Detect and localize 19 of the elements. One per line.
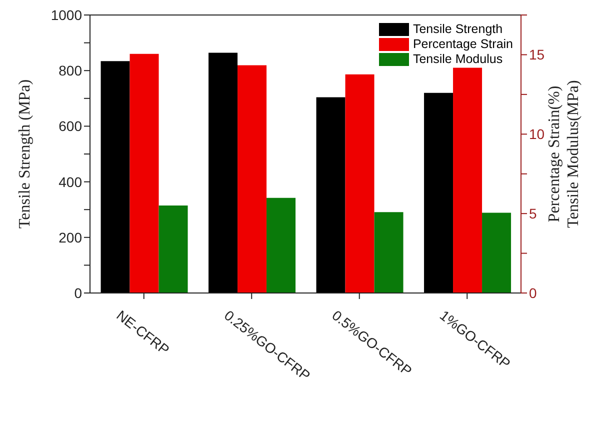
y-tick-label: 1000: [50, 6, 82, 23]
y-axis-title: Tensile Strength (MPa): [16, 79, 34, 229]
y2-tick-label: 15: [529, 46, 545, 63]
y-tick-label: 400: [58, 174, 82, 190]
bar: [158, 205, 188, 293]
bar: [374, 212, 404, 293]
legend-label: Tensile Modulus: [412, 52, 503, 67]
y2-axis-title: Percentage Strain(%) Tensile Modulus(MPa): [546, 80, 582, 228]
y2-tick-label: 0: [529, 284, 537, 301]
y-tick-label: 600: [58, 118, 82, 134]
y-tick-label: 800: [58, 62, 82, 79]
legend-label: Percentage Strain: [412, 37, 513, 52]
y-tick-label: 0: [74, 284, 82, 301]
y-tick-label: 200: [58, 229, 82, 246]
y2-tick-label: 5: [529, 206, 537, 222]
bar: [482, 212, 512, 293]
bar: [266, 198, 296, 293]
legend-label: Tensile Strength: [412, 22, 503, 37]
y2-tick-label: 10: [529, 126, 545, 142]
